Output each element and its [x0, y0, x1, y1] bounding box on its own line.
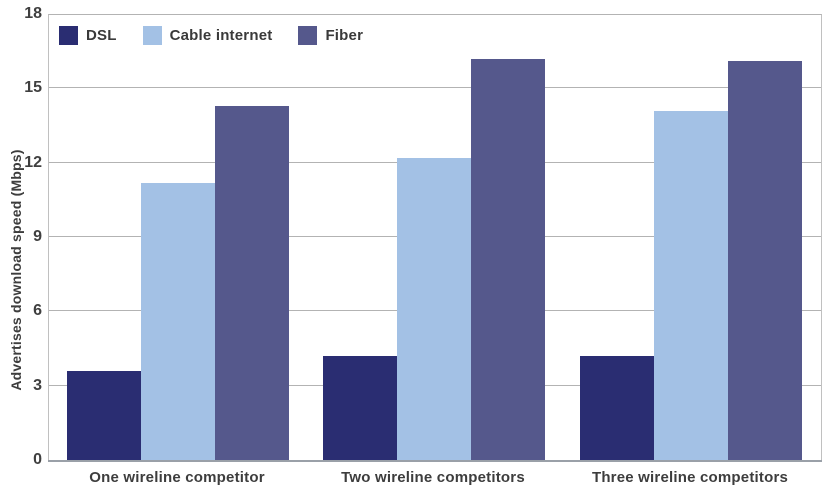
- y-tick-label: 0: [33, 451, 42, 468]
- y-tick-labels: 0 3 6 9 12 15 18: [0, 0, 42, 495]
- x-axis-line: [48, 460, 822, 462]
- x-category-label: Two wireline competitors: [341, 469, 525, 486]
- gridline: [49, 87, 821, 89]
- bar-cable-internet-group-1: [141, 182, 215, 460]
- bar-fiber-group-3: [728, 61, 802, 460]
- legend-label: Fiber: [325, 27, 364, 44]
- y-tick-label: 3: [33, 376, 42, 394]
- bar-dsl-group-1: [67, 370, 141, 460]
- legend: DSL Cable internet Fiber: [59, 26, 363, 45]
- bar-fiber-group-1: [215, 105, 289, 460]
- x-category-label: Three wireline competitors: [591, 469, 789, 486]
- legend-swatch-icon: [59, 26, 78, 45]
- legend-swatch-icon: [298, 26, 318, 45]
- bar-cable-internet-group-3: [654, 110, 728, 460]
- x-category-label: One wireline competitor: [89, 469, 265, 486]
- y-tick-label: 18: [24, 5, 42, 22]
- legend-label: DSL: [86, 27, 117, 44]
- y-tick-label: 9: [33, 228, 42, 245]
- legend-item-fiber: Fiber: [298, 26, 363, 45]
- y-tick-label: 15: [24, 79, 42, 97]
- plot-area: DSL Cable internet Fiber: [48, 14, 822, 462]
- y-tick-label: 12: [24, 153, 42, 171]
- bar-dsl-group-3: [580, 355, 654, 460]
- legend-item-dsl: DSL: [59, 26, 117, 45]
- legend-label: Cable internet: [169, 27, 273, 44]
- legend-swatch-icon: [142, 26, 162, 45]
- bar-dsl-group-2: [323, 355, 397, 460]
- bar-cable-internet-group-2: [397, 157, 471, 460]
- bar-fiber-group-2: [471, 58, 545, 460]
- legend-item-cable-internet: Cable internet: [142, 26, 273, 45]
- y-tick-label: 6: [33, 302, 42, 320]
